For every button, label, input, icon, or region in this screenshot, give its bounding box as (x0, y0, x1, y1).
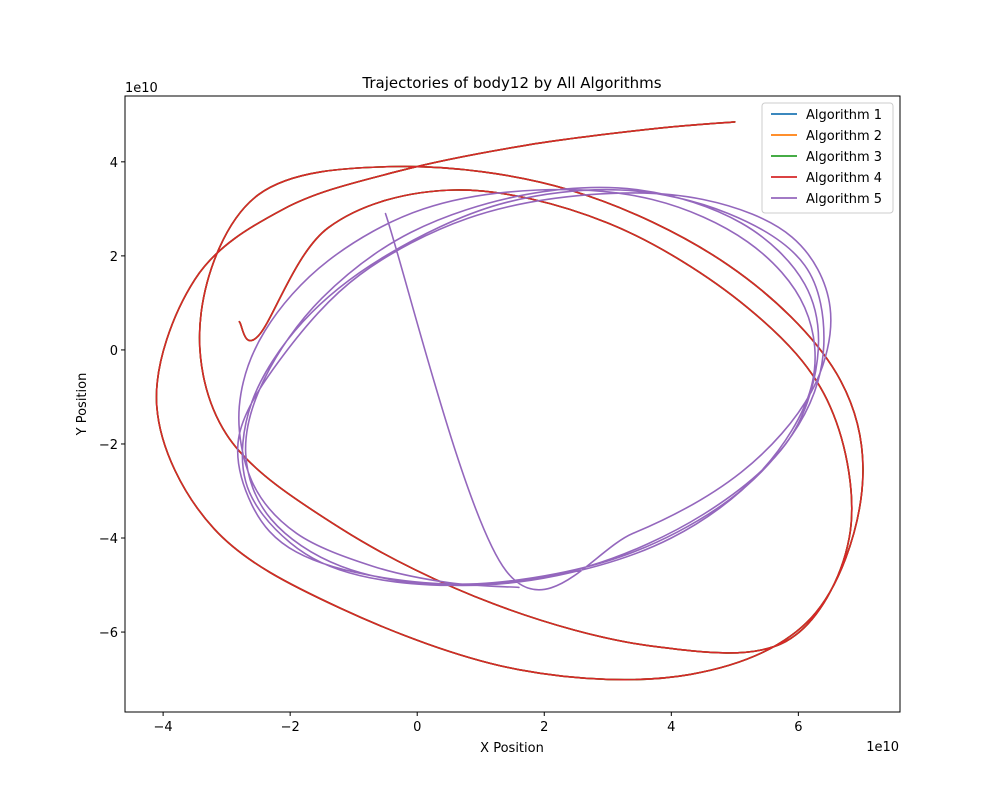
x-tick-label: −2 (281, 720, 300, 735)
y-offset-text: 1e10 (125, 81, 158, 96)
legend-label-algorithm-1: Algorithm 1 (806, 108, 882, 123)
x-tick-label: −4 (154, 720, 173, 735)
x-axis-label: X Position (480, 741, 544, 756)
legend-label-algorithm-2: Algorithm 2 (806, 129, 882, 144)
x-tick-label: 2 (540, 720, 548, 735)
x-tick-label: 0 (413, 720, 421, 735)
y-tick-label: −2 (99, 438, 118, 453)
series-layer (155, 121, 864, 681)
y-tick-label: −6 (99, 626, 118, 641)
legend-label-algorithm-5: Algorithm 5 (806, 192, 882, 207)
legend: Algorithm 1 Algorithm 2 Algorithm 3 Algorit… (761, 102, 894, 214)
x-ticks: −4 −2 0 2 4 6 (154, 712, 803, 735)
x-tick-label: 6 (794, 720, 802, 735)
legend-label-algorithm-3: Algorithm 3 (806, 150, 882, 165)
series-line-algorithm-5 (236, 186, 832, 591)
axes-frame (124, 95, 901, 713)
y-tick-label: 4 (110, 156, 118, 171)
y-tick-label: 2 (110, 250, 118, 265)
x-tick-label: 4 (667, 720, 675, 735)
y-ticks: −6 −4 −2 0 2 4 (99, 156, 125, 641)
legend-box (761, 102, 894, 214)
x-offset-text: 1e10 (866, 740, 899, 755)
y-tick-label: 0 (110, 344, 118, 359)
y-tick-label: −4 (99, 532, 118, 547)
y-axis-label: Y Position (75, 373, 90, 437)
series-line-algorithm-4 (155, 121, 864, 681)
chart-title: Trajectories of body12 by All Algorithms (361, 74, 661, 92)
legend-label-algorithm-4: Algorithm 4 (806, 171, 882, 186)
